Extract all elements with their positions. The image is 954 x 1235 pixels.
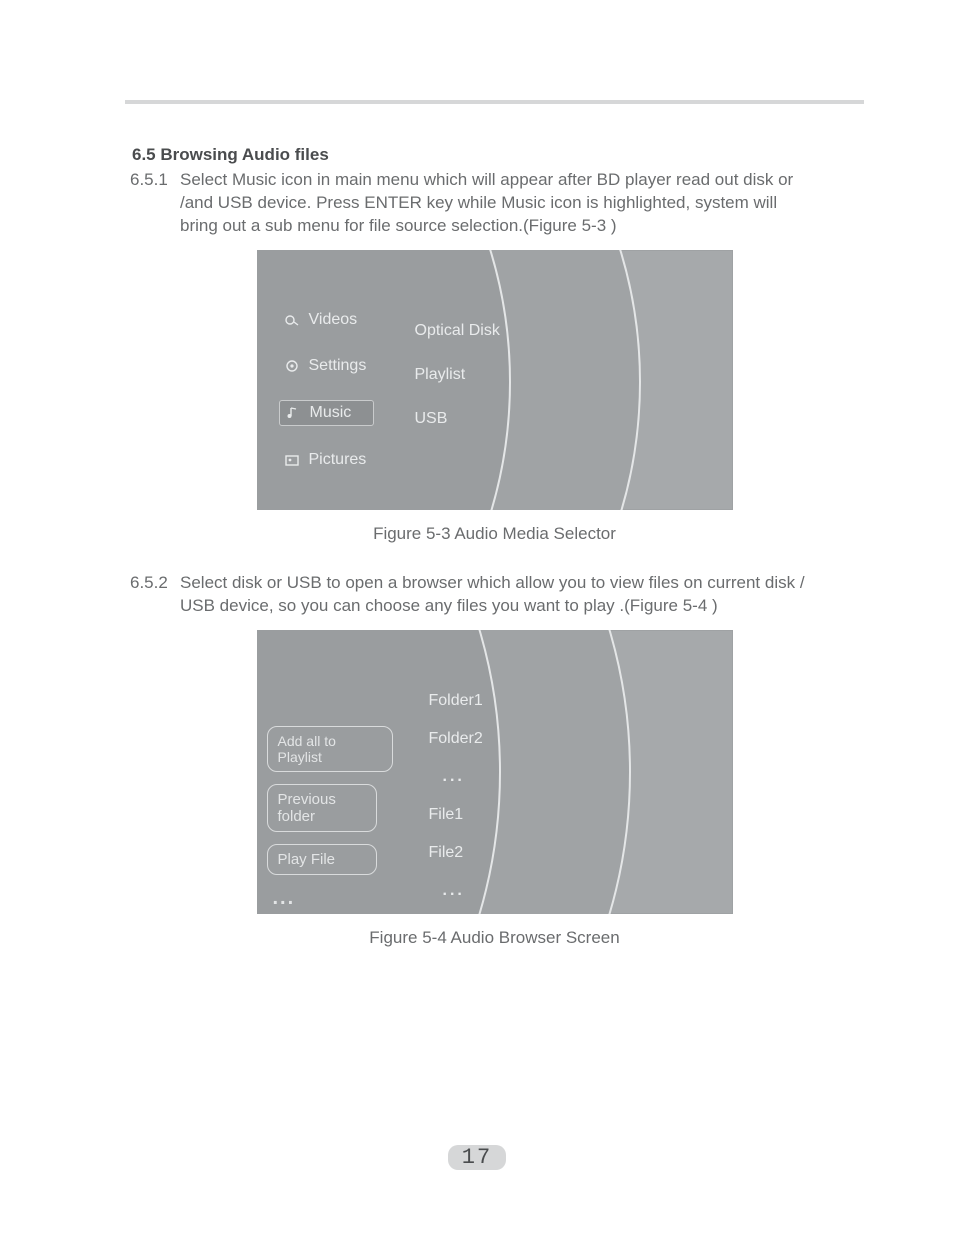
text-line: Select Music icon in main menu which wil… — [180, 170, 793, 189]
menu-item-pictures[interactable]: Pictures — [279, 448, 375, 472]
list-separator: ... — [443, 768, 483, 786]
file-list: Folder1 Folder2 ... File1 File2 ... — [429, 692, 483, 914]
page-number: 17 — [0, 1145, 954, 1170]
page-number-value: 17 — [448, 1145, 506, 1170]
list-number: 6.5.1 — [130, 169, 180, 192]
play-file-button[interactable]: Play File — [267, 844, 377, 875]
submenu-item-optical[interactable]: Optical Disk — [415, 322, 500, 340]
action-buttons: Add all to Playlist Previous folder Play… — [267, 726, 393, 910]
menu-item-videos[interactable]: Videos — [279, 308, 375, 332]
videos-icon — [283, 311, 301, 329]
list-item[interactable]: Folder2 — [429, 730, 483, 748]
add-all-to-playlist-button[interactable]: Add all to Playlist — [267, 726, 393, 772]
section-heading: 6.5 Browsing Audio files — [132, 145, 859, 165]
music-icon — [284, 404, 302, 422]
list-item[interactable]: File1 — [429, 806, 483, 824]
figure-5-4: Add all to Playlist Previous folder Play… — [257, 630, 733, 914]
menu-label: Settings — [309, 357, 367, 375]
menu-label: Pictures — [309, 451, 367, 469]
list-item[interactable]: File2 — [429, 844, 483, 862]
text-line: /and USB device. Press ENTER key while M… — [130, 192, 859, 215]
gear-icon — [283, 357, 301, 375]
more-indicator: ... — [267, 887, 393, 910]
paragraph-652: 6.5.2Select disk or USB to open a browse… — [130, 572, 859, 618]
submenu-item-playlist[interactable]: Playlist — [415, 366, 500, 384]
text-line: USB device, so you can choose any files … — [130, 595, 859, 618]
previous-folder-button[interactable]: Previous folder — [267, 784, 377, 832]
menu-label: Music — [310, 404, 352, 422]
menu-item-settings[interactable]: Settings — [279, 354, 375, 378]
menu-item-music[interactable]: Music — [279, 400, 375, 426]
figure-caption: Figure 5-3 Audio Media Selector — [130, 524, 859, 544]
figure-5-3: Videos Settings Music — [257, 250, 733, 510]
submenu-item-usb[interactable]: USB — [415, 410, 500, 428]
figure-caption: Figure 5-4 Audio Browser Screen — [130, 928, 859, 948]
list-separator: ... — [443, 882, 483, 900]
list-item[interactable]: Folder1 — [429, 692, 483, 710]
list-number: 6.5.2 — [130, 572, 180, 595]
text-line: bring out a sub menu for file source sel… — [130, 215, 859, 238]
source-submenu: Optical Disk Playlist USB — [415, 322, 500, 454]
paragraph-651: 6.5.1Select Music icon in main menu whic… — [130, 169, 859, 238]
menu-label: Videos — [309, 311, 358, 329]
main-menu: Videos Settings Music — [279, 308, 375, 494]
pictures-icon — [283, 451, 301, 469]
text-line: Select disk or USB to open a browser whi… — [180, 573, 805, 592]
horizontal-rule — [125, 100, 864, 104]
